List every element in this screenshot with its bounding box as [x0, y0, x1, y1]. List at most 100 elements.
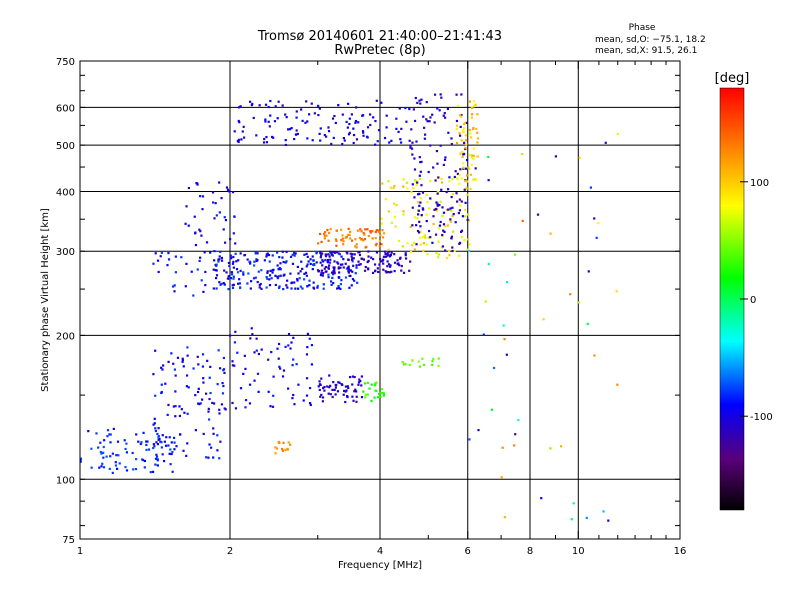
data-point: [500, 476, 503, 479]
data-point: [357, 260, 360, 263]
data-point: [328, 264, 331, 267]
data-point: [227, 288, 230, 291]
data-point: [362, 390, 365, 393]
data-point: [332, 273, 335, 276]
data-point: [378, 263, 381, 266]
data-point: [301, 287, 304, 290]
data-point: [413, 248, 416, 251]
data-point: [326, 385, 329, 388]
data-point: [295, 129, 298, 132]
data-point: [235, 268, 239, 271]
data-point: [342, 137, 345, 140]
data-point: [322, 272, 325, 275]
data-point: [222, 282, 225, 285]
data-point: [250, 280, 253, 283]
data-point: [442, 163, 445, 166]
data-point: [487, 262, 490, 266]
data-point: [347, 265, 350, 268]
data-point: [153, 417, 156, 420]
data-point: [319, 261, 322, 264]
data-point: [178, 414, 182, 418]
colorbar-tick-label: 0: [750, 295, 756, 306]
data-point: [323, 267, 326, 270]
data-point: [388, 255, 392, 258]
data-point: [225, 271, 228, 274]
data-point: [345, 389, 348, 392]
data-point: [602, 510, 605, 513]
data-point: [258, 283, 261, 287]
data-point: [114, 461, 117, 464]
data-point: [339, 287, 342, 290]
data-point: [503, 338, 506, 341]
data-point: [238, 286, 242, 290]
data-point: [425, 193, 428, 196]
data-point: [338, 381, 341, 384]
data-point: [420, 160, 423, 163]
data-point: [354, 121, 357, 124]
data-point: [607, 519, 610, 522]
data-point: [291, 364, 294, 367]
data-point: [517, 419, 520, 422]
data-points: [79, 93, 619, 522]
data-point: [355, 400, 358, 403]
data-point: [448, 180, 451, 183]
data-point: [249, 287, 252, 290]
data-point: [249, 262, 252, 265]
data-point: [487, 155, 490, 159]
data-point: [375, 381, 378, 384]
data-point: [432, 166, 435, 169]
data-point: [464, 179, 467, 182]
data-point: [351, 383, 354, 386]
data-point: [134, 467, 138, 471]
data-point: [382, 255, 386, 258]
data-point: [326, 258, 330, 262]
data-point: [536, 213, 540, 216]
data-point: [210, 446, 213, 449]
data-point: [467, 219, 471, 222]
data-point: [196, 390, 200, 394]
data-point: [254, 276, 257, 279]
data-point: [383, 136, 387, 140]
data-point: [382, 232, 386, 235]
data-point: [458, 241, 462, 244]
data-point: [215, 287, 218, 290]
data-point: [287, 128, 290, 131]
data-point: [352, 127, 355, 130]
data-point: [333, 268, 336, 271]
data-point: [466, 193, 469, 196]
data-point: [453, 175, 456, 179]
data-point: [398, 264, 401, 267]
data-point: [299, 285, 303, 288]
data-point: [355, 395, 358, 398]
data-point: [460, 150, 464, 153]
data-point: [370, 399, 373, 402]
data-point: [472, 157, 475, 160]
data-point: [205, 241, 209, 244]
data-point: [162, 364, 165, 367]
data-point: [374, 237, 377, 240]
data-point: [284, 143, 288, 147]
data-point: [276, 347, 279, 350]
data-point: [222, 228, 225, 231]
data-point: [232, 266, 235, 269]
data-point: [284, 448, 287, 452]
data-point: [202, 377, 205, 380]
data-point: [199, 195, 202, 198]
data-point: [363, 233, 366, 236]
data-point: [154, 252, 157, 255]
data-point: [279, 367, 282, 370]
x-tick-label: 2: [227, 546, 233, 557]
data-point: [172, 285, 175, 288]
data-point: [357, 251, 360, 254]
data-point: [182, 365, 185, 368]
data-point: [402, 185, 405, 188]
data-point: [360, 237, 363, 241]
data-point: [278, 256, 281, 259]
data-point: [174, 374, 177, 377]
data-point: [213, 217, 216, 220]
data-point: [388, 141, 391, 144]
data-point: [157, 435, 160, 438]
data-point: [461, 129, 465, 132]
data-point: [433, 208, 436, 211]
data-point: [223, 269, 226, 272]
